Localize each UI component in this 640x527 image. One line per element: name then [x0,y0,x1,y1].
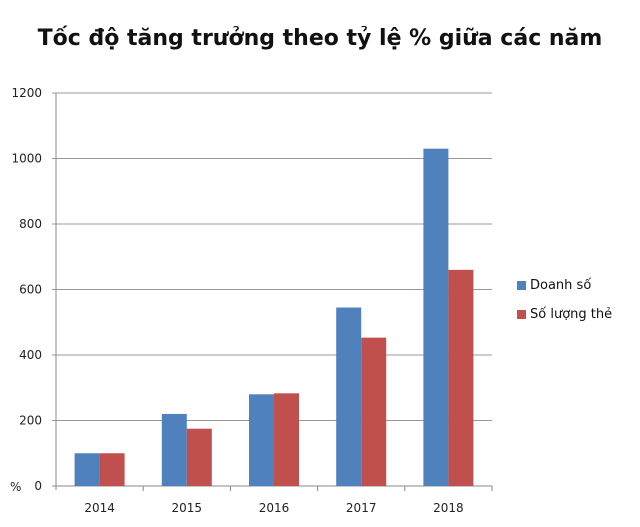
y-tick-label: 1000 [11,152,42,166]
y-tick-label: 400 [19,348,42,362]
legend-swatch [517,310,526,319]
bar-2017-doanh-so [336,307,362,486]
bar-2016-doanh-so [249,394,274,486]
bar-2015-so-luong-the [186,428,212,486]
x-tick-label: 2014 [84,501,115,515]
bar-2014-doanh-so [74,453,100,486]
bar-2014-so-luong-the [99,453,125,486]
bar-2018-doanh-so [423,148,449,487]
bar-2018-so-luong-the [448,269,474,486]
bar-2015-doanh-so [161,413,187,486]
y-axis-label: % [10,480,21,494]
x-tick-label: 2016 [259,501,290,515]
y-tick-label: 800 [19,217,42,231]
legend-item-doanh-so: Doanh số [517,278,591,293]
legend-label: Số lượng thẻ [530,307,613,322]
x-tick-label: 2018 [433,501,464,515]
x-tick-label: 2015 [172,501,203,515]
x-tick-label: 2017 [346,501,377,515]
y-tick-label: 1200 [11,86,42,100]
y-tick-label: 600 [19,283,42,297]
bar-2016-so-luong-the [274,393,299,486]
legend-label: Doanh số [530,278,592,293]
legend-swatch [517,281,526,290]
legend-item-so-luong-the: Số lượng thẻ [517,307,612,322]
y-tick-label: 0 [34,479,42,493]
bar-2017-so-luong-the [361,337,387,486]
y-tick-label: 200 [19,414,42,428]
chart-title: Tốc độ tăng trưởng theo tỷ lệ % giữa các… [37,26,603,51]
